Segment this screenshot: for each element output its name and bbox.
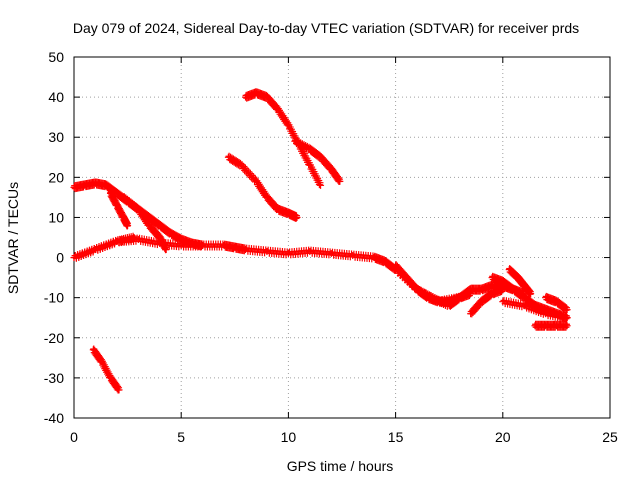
x-tick-label: 0 <box>70 429 78 445</box>
series-arc-o <box>413 285 464 310</box>
grid-lines <box>74 57 610 418</box>
y-tick-label: -30 <box>44 370 64 386</box>
data-point <box>129 232 137 240</box>
data-point <box>317 181 325 189</box>
data-point <box>563 314 571 322</box>
series-arc-f <box>242 88 325 189</box>
y-tick-label: 30 <box>48 129 64 145</box>
series-arc-m <box>542 292 571 314</box>
data-point <box>456 294 464 302</box>
chart-title: Day 079 of 2024, Sidereal Day-to-day VTE… <box>73 20 579 36</box>
series-arc-k <box>505 265 535 298</box>
x-tick-label: 20 <box>495 429 511 445</box>
y-tick-label: -10 <box>44 290 64 306</box>
series-arc-d <box>70 232 138 262</box>
x-tick-label: 25 <box>602 429 618 445</box>
data-point <box>124 221 132 229</box>
y-tick-label: 20 <box>48 169 64 185</box>
data-point <box>130 234 138 241</box>
x-tick-label: 15 <box>388 429 404 445</box>
data-points <box>70 88 571 394</box>
data-point <box>115 386 123 394</box>
series-arc-n <box>531 320 571 331</box>
x-axis-label: GPS time / hours <box>287 458 394 474</box>
axis-ticks: 0 5 10 15 20 25 -40 -30 -20 -10 0 10 20 30 40 50 <box>44 49 618 445</box>
y-tick-label: 50 <box>48 49 64 65</box>
y-tick-label: 40 <box>48 89 64 105</box>
x-tick-label: 5 <box>177 429 185 445</box>
series-arc-g <box>291 136 344 186</box>
series-arc-p <box>467 284 507 318</box>
y-tick-label: 10 <box>48 209 64 225</box>
y-tick-label: 0 <box>56 250 64 266</box>
y-tick-label: -40 <box>44 410 64 426</box>
series-arc-h <box>224 152 301 222</box>
x-tick-label: 10 <box>281 429 297 445</box>
data-point <box>563 322 571 330</box>
data-point <box>199 242 207 250</box>
series-arc-c <box>119 193 170 254</box>
series-arc-l <box>499 296 571 323</box>
data-point <box>563 306 571 314</box>
series-arc-main <box>70 234 475 307</box>
plot-frame <box>73 56 611 419</box>
y-axis-label: SDTVAR / TECUs <box>5 182 21 294</box>
data-point <box>499 286 507 294</box>
y-tick-label: -20 <box>44 330 64 346</box>
data-point <box>162 246 170 254</box>
series-arc-b <box>106 189 132 230</box>
data-point <box>293 213 301 221</box>
data-point <box>336 177 344 185</box>
series-arc-a <box>70 178 207 251</box>
data-point <box>527 290 535 298</box>
series-arc-e <box>89 345 123 394</box>
